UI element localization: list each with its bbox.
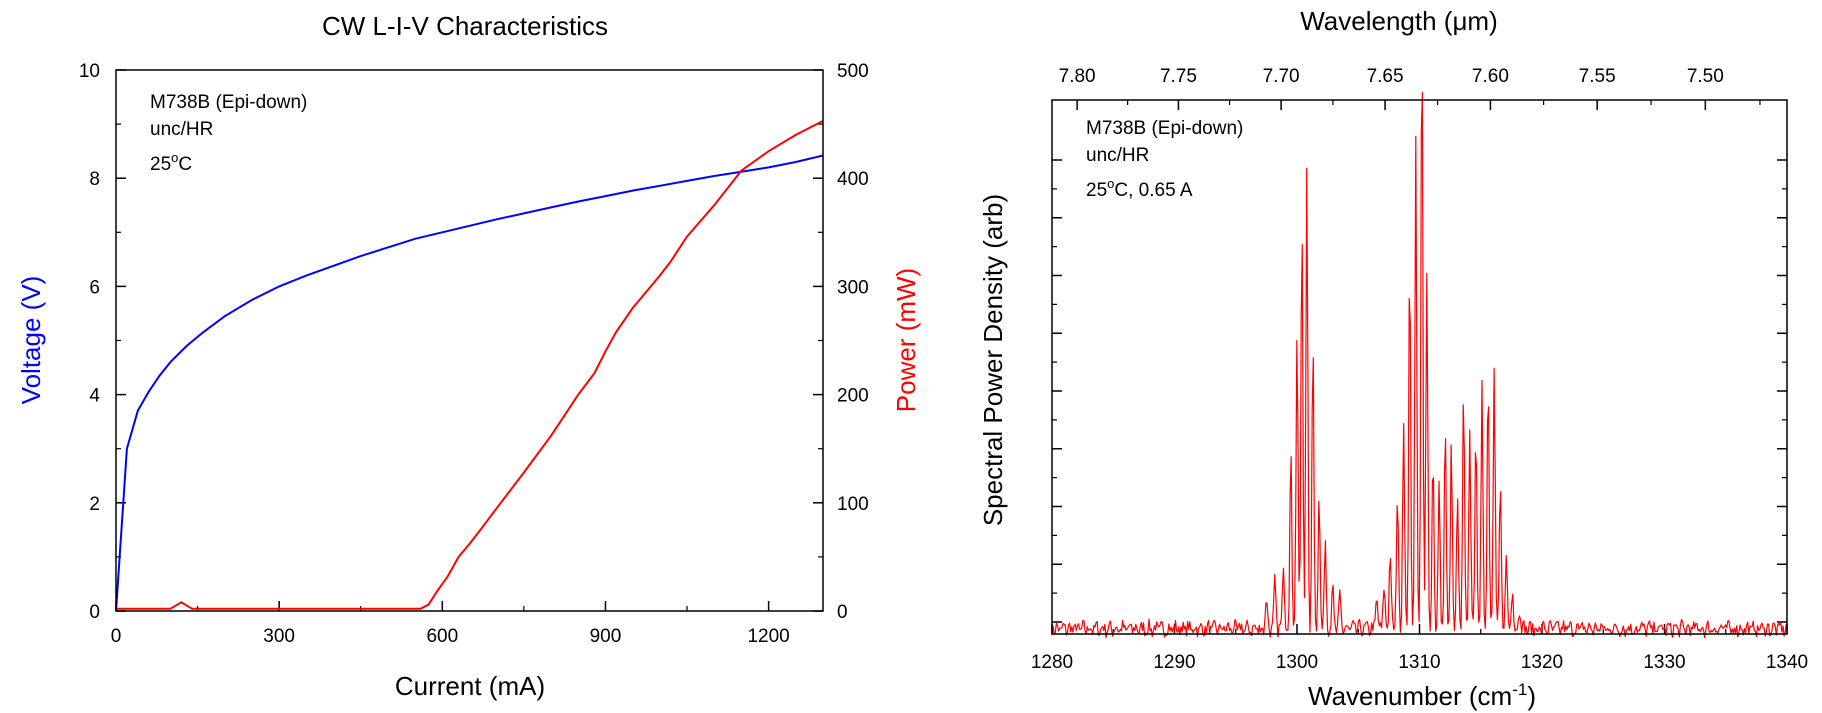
spectrum-series-line	[1051, 91, 1787, 639]
left-tick-label: 4	[89, 386, 100, 407]
liv-series	[115, 120, 824, 612]
liv-annotation-temp: 25oC	[150, 150, 192, 175]
left-tick-label: 10	[79, 61, 100, 82]
spectrum-bottom-tick-label: 1290	[1153, 652, 1195, 673]
liv-x-axis-label: Current (mA)	[395, 671, 545, 701]
spectrum-temp-degree: o	[1107, 176, 1114, 191]
bottom-tick-label: 1200	[747, 626, 789, 647]
right-tick-label: 200	[837, 386, 869, 407]
top-tick-label: 7.75	[1160, 66, 1197, 87]
left-tick-label: 6	[89, 277, 100, 298]
top-tick-label: 7.60	[1472, 66, 1509, 87]
left-axis-ticks: 0 2 4 6 8 10	[79, 61, 126, 623]
spectrum-bottom-tick-label: 1340	[1766, 652, 1808, 673]
top-axis-ticks: 7.80 7.75 7.70 7.65 7.60 7.55 7.50	[1059, 66, 1761, 110]
spectrum-chart: Wavelength (μm) 7.80 7.75 7.70 7.65 7.60 7.55…	[978, 6, 1808, 711]
liv-chart-title: CW L-I-V Characteristics	[322, 11, 608, 41]
spectrum-bottom-tick-label: 1280	[1031, 652, 1073, 673]
spectrum-plot-frame	[1051, 99, 1788, 635]
spectrum-top-axis-label-end: )	[1489, 6, 1498, 36]
left-tick-label: 2	[89, 494, 100, 515]
voltage-series-line	[115, 154, 824, 612]
top-tick-label: 7.70	[1263, 66, 1300, 87]
right-tick-label: 0	[837, 602, 848, 623]
left-tick-label: 8	[89, 169, 100, 190]
bottom-tick-label: 900	[590, 626, 622, 647]
right-axis-ticks: 0 100 200 300 400 500	[813, 61, 869, 623]
liv-chart: CW L-I-V Characteristics 0 2 4 6 8 10 0 100 200…	[16, 11, 921, 701]
spectrum-bottom-tick-label: 1320	[1521, 652, 1563, 673]
spectrum-series	[1051, 91, 1787, 639]
bottom-tick-label: 300	[263, 626, 295, 647]
liv-temp-unit: C	[178, 154, 192, 175]
right-tick-label: 300	[837, 277, 869, 298]
bottom-tick-label: 600	[426, 626, 458, 647]
top-tick-label: 7.50	[1687, 66, 1724, 87]
top-tick-label: 7.65	[1367, 66, 1404, 87]
spectrum-x-axis-label-end: )	[1527, 681, 1536, 711]
liv-annotation-facets: unc/HR	[150, 119, 213, 140]
right-tick-label: 400	[837, 169, 869, 190]
spectrum-annotation-device: M738B (Epi-down)	[1086, 118, 1243, 139]
spectrum-temp-value: 25	[1086, 180, 1107, 201]
spectrum-bottom-axis-ticks: 1280 1290 1300 1310 1320 1330 1340	[1031, 624, 1808, 673]
power-series-line	[116, 120, 824, 610]
liv-plot-frame	[115, 69, 824, 612]
spectrum-bottom-tick-label: 1310	[1398, 652, 1440, 673]
top-tick-label: 7.80	[1059, 66, 1096, 87]
liv-y-left-axis-label: Voltage (V)	[16, 276, 46, 405]
right-tick-label: 100	[837, 494, 869, 515]
spectrum-x-axis-label-sup: -1	[1512, 680, 1527, 699]
spectrum-top-axis-label: Wavelength (μm)	[1300, 6, 1498, 36]
spectrum-top-axis-label-mu: μm	[1452, 6, 1489, 36]
spectrum-x-axis-label-text: Wavenumber (cm	[1308, 681, 1512, 711]
bottom-tick-label: 0	[111, 626, 122, 647]
spectrum-left-axis-ticks	[1052, 159, 1787, 623]
spectrum-y-axis-label: Spectral Power Density (arb)	[978, 194, 1008, 526]
spectrum-bottom-tick-label: 1300	[1276, 652, 1318, 673]
liv-y-right-axis-label: Power (mW)	[891, 268, 921, 412]
spectrum-bottom-tick-label: 1330	[1643, 652, 1685, 673]
top-tick-label: 7.55	[1579, 66, 1616, 87]
right-tick-label: 500	[837, 61, 869, 82]
spectrum-conditions-text: C, 0.65 A	[1114, 180, 1192, 201]
spectrum-annotation-conditions: 25oC, 0.65 A	[1086, 176, 1193, 201]
spectrum-x-axis-label: Wavenumber (cm-1)	[1308, 680, 1536, 711]
liv-temp-degree: o	[171, 150, 178, 165]
liv-annotation-device: M738B (Epi-down)	[150, 92, 307, 113]
liv-temp-value: 25	[150, 154, 171, 175]
left-tick-label: 0	[89, 602, 100, 623]
spectrum-top-axis-label-text: Wavelength (	[1300, 6, 1453, 36]
spectrum-annotation-facets: unc/HR	[1086, 145, 1149, 166]
